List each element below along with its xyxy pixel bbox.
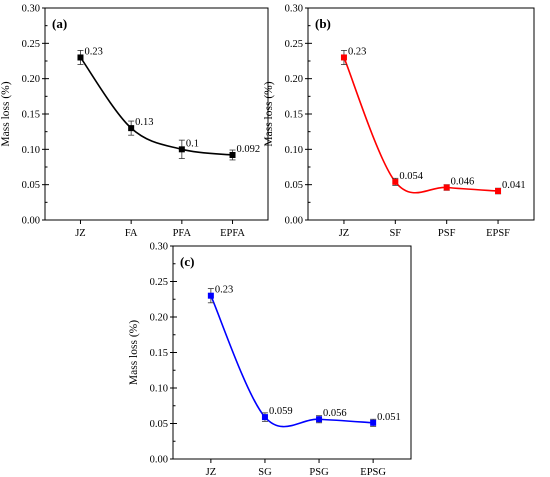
panel-label: (b) [315,16,331,31]
y-axis-title: Mass loss (%) [0,81,12,146]
data-point [229,151,236,158]
data-label: 0.059 [269,406,293,417]
series-line [343,57,499,194]
y-tick-label: 0.15 [150,348,168,359]
chart-panel-c: 0.00 0.05 0.10 0.15 0.20 0.25 0.30 JZ SG PSG EPSG M… [128,242,412,477]
data-label: 0.092 [237,144,261,155]
y-tick-label: 0.20 [150,313,168,324]
data-label: 0.046 [451,176,475,187]
y-tick-label: 0.25 [22,39,40,50]
chart-panel-b: 0.00 0.05 0.10 0.15 0.20 0.25 0.30 JZ SF PSF EPSF M… [263,4,535,239]
data-point [128,125,135,132]
data-label: 0.23 [348,46,366,57]
y-tick-label: 0.30 [22,4,40,15]
y-tick-label: 0.25 [150,277,168,288]
y-tick-label: 0.25 [285,39,303,50]
data-point [340,54,347,61]
data-point [443,184,450,191]
y-tick-label: 0.20 [22,74,40,85]
chart-panel-a: 0.00 0.05 0.10 0.15 0.20 0.25 0.30 JZ FA PFA EPFA M… [0,4,269,239]
data-label: 0.13 [135,117,153,128]
y-tick-label: 0.10 [285,145,303,156]
x-tick-label: JZ [75,228,86,239]
data-label: 0.041 [502,180,526,191]
y-tick-label: 0.10 [22,145,40,156]
y-tick-label: 0.05 [150,419,168,430]
x-tick-label: PFA [173,228,192,239]
x-tick-label: EPSF [486,228,510,239]
panel-label: (c) [180,254,194,269]
data-label: 0.051 [377,412,401,423]
data-label: 0.056 [323,408,347,419]
series-line [79,57,233,156]
y-tick-label: 0.05 [22,180,40,191]
y-tick-label: 0.00 [22,216,40,227]
x-tick-label: EPSG [360,467,386,477]
y-tick-label: 0.00 [150,455,168,466]
y-tick-label: 0.15 [285,110,303,121]
series-line [210,295,374,428]
data-label: 0.23 [84,46,102,57]
y-tick-label: 0.15 [22,110,40,121]
y-tick-label: 0.30 [150,242,168,253]
data-point [261,414,268,421]
data-point [178,146,185,153]
x-tick-label: JZ [339,228,350,239]
x-tick-label: SF [389,228,401,239]
data-label: 0.23 [215,285,233,296]
y-tick-label: 0.30 [285,4,303,15]
y-tick-label: 0.10 [150,384,168,395]
data-point [77,54,84,61]
data-label: 0.054 [399,171,423,182]
x-tick-label: PSG [309,467,329,477]
plot-frame [44,7,269,221]
data-point [316,416,323,423]
data-point [392,178,399,185]
plot-frame [172,245,412,460]
data-label: 0.1 [186,138,199,149]
y-axis-title: Mass loss (%) [263,81,275,146]
x-tick-label: SG [258,467,272,477]
y-tick-label: 0.00 [285,216,303,227]
panel-label: (a) [52,16,67,31]
y-tick-label: 0.20 [285,74,303,85]
x-tick-label: PSF [438,228,456,239]
data-point [207,292,214,299]
data-point [370,419,377,426]
x-tick-label: JZ [206,467,217,477]
y-tick-label: 0.05 [285,180,303,191]
x-tick-label: FA [125,228,138,239]
y-axis-title: Mass loss (%) [128,320,140,385]
data-point [495,188,502,195]
x-tick-label: EPFA [220,228,245,239]
